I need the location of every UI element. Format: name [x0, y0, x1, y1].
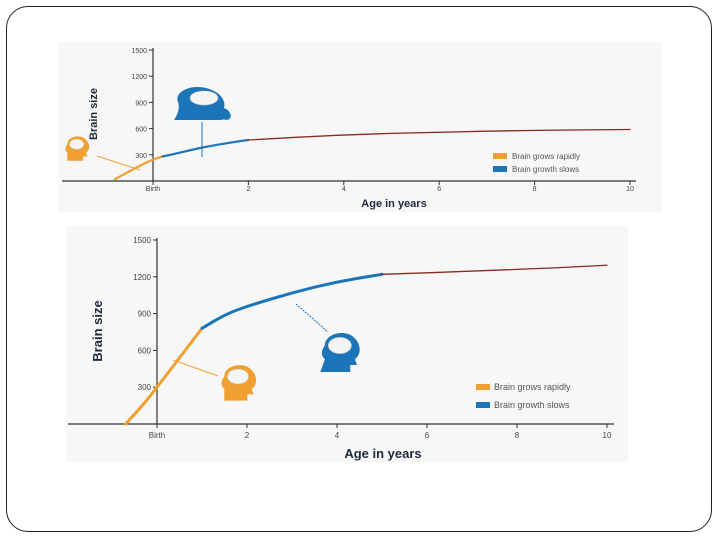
x-tick-label: 4	[335, 431, 340, 440]
head-with-brain-icon	[320, 333, 360, 372]
x-tick-label: 10	[603, 431, 612, 440]
x-tick-label: 6	[425, 431, 430, 440]
chart-bottom: 300 600 900 1200 1500 Birth 2 4 6 8 10 Brain size…	[68, 236, 614, 461]
legend-swatch-slow	[476, 402, 490, 408]
series-group	[113, 128, 631, 181]
x-axis-title: Age in years	[361, 198, 426, 210]
x-tick-label: 8	[515, 431, 520, 440]
y-tick-label: 900	[135, 100, 147, 107]
head-with-brain-icon	[221, 365, 257, 401]
y-ticks: 300 600 900 1200 1500	[133, 236, 157, 392]
y-tick-label: 300	[135, 153, 147, 160]
x-ticks: Birth 2 4 6 8 10	[149, 424, 612, 440]
y-axis-title: Brain size	[90, 300, 105, 361]
x-tick-label: 2	[246, 186, 250, 193]
series-group	[124, 264, 608, 426]
head-with-brain-icon	[174, 86, 231, 120]
legend-label-rapid: Brain grows rapidly	[494, 382, 571, 392]
x-tick-label: 6	[437, 186, 441, 193]
series-line-1	[200, 272, 384, 330]
x-ticks: Birth 2 4 6 8 10	[146, 181, 634, 193]
x-tick-label: 8	[533, 186, 537, 193]
legend-swatch-rapid	[493, 153, 507, 159]
y-axis-title: Brain size	[88, 88, 100, 140]
x-tick-label: Birth	[149, 431, 165, 440]
y-tick-label: 1200	[133, 273, 151, 282]
head-with-brain-icon	[65, 136, 90, 161]
series-line-1	[161, 138, 250, 158]
x-tick-label: 2	[245, 431, 250, 440]
y-tick-label: 1500	[131, 48, 147, 55]
y-tick-label: 600	[135, 127, 147, 134]
callout-line-blue	[295, 303, 329, 333]
legend-swatch-rapid	[476, 384, 490, 390]
callout-line-orange	[96, 155, 141, 171]
y-ticks: 300 600 900 1200 1500	[131, 48, 153, 160]
chart-top-panel	[58, 42, 662, 212]
series-line-0	[113, 155, 164, 181]
chart-top: 300 600 900 1200 1500 Birth 2 4 6 8 10 Brain size…	[62, 48, 636, 210]
x-tick-label: 4	[342, 186, 346, 193]
legend-label-rapid: Brain grows rapidly	[512, 152, 580, 161]
x-axis-title: Age in years	[344, 446, 421, 461]
legend-label-slow: Brain growth slows	[512, 165, 579, 174]
callout-line-orange	[172, 359, 219, 377]
y-tick-label: 600	[138, 346, 152, 355]
legend-label-slow: Brain growth slows	[494, 400, 570, 410]
y-tick-label: 1500	[133, 236, 151, 245]
y-tick-label: 1200	[131, 74, 147, 81]
x-tick-label: 10	[626, 186, 634, 193]
series-line-0	[124, 326, 204, 426]
legend-swatch-slow	[493, 166, 507, 172]
y-tick-label: 300	[138, 383, 152, 392]
y-tick-label: 900	[138, 310, 152, 319]
series-line-2	[247, 128, 631, 141]
series-line-2	[381, 264, 608, 275]
x-tick-label: Birth	[146, 186, 161, 193]
